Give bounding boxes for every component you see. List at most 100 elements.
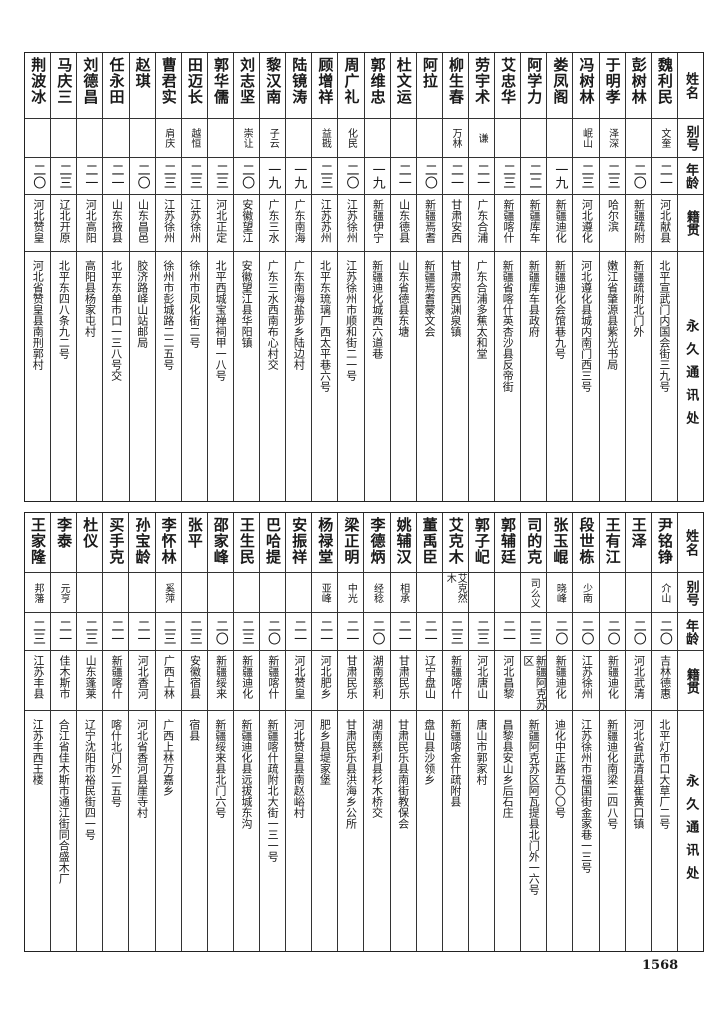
person-column: 黎汉南 子云 一九 广东三水 广东三水西南布心村交 xyxy=(259,53,286,501)
address-cell: 北平东单市口一三八号交 xyxy=(103,252,128,501)
person-column: 尹铭铮 介山 二〇 吉林德惠 北平灯市口大草厂二号 xyxy=(650,513,677,951)
native-place-cell: 吉林德惠 xyxy=(651,651,677,711)
alias-cell xyxy=(207,119,234,158)
native-place-cell: 甘肃安西 xyxy=(442,195,469,252)
age-cell-text: 一九 xyxy=(265,163,281,189)
age-cell-text: 二三 xyxy=(212,163,228,189)
name-cell: 买手克 xyxy=(103,513,129,573)
address-cell-text: 新疆迪化县远拔城东沟 xyxy=(240,719,253,829)
alias-cell xyxy=(181,573,207,613)
native-place-cell-text: 安徽宿县 xyxy=(188,655,202,699)
name-cell-text: 娄凤阁 xyxy=(551,57,570,105)
alias-cell-text: 益戡 xyxy=(319,128,331,148)
address-cell-text: 新疆焉耆蒙文会 xyxy=(422,260,436,337)
name-cell-text: 王生民 xyxy=(237,517,256,565)
native-place-cell: 甘肃民乐 xyxy=(390,651,416,711)
name-cell-text: 郭子屺 xyxy=(472,517,491,565)
address-cell-text: 迪化中正路五〇〇号 xyxy=(553,719,567,818)
address-cell: 广东南海盐步乡陆边村 xyxy=(286,252,311,501)
address-cell: 新疆省喀什英杏沙县反帝街 xyxy=(495,252,520,501)
address-cell-text: 甘肃民乐县南街教保会 xyxy=(396,719,410,829)
address-cell-text: 昌黎县安山乡后石庄 xyxy=(501,719,515,818)
name-cell-text: 柳生春 xyxy=(446,57,465,105)
name-cell: 李怀林 xyxy=(155,513,181,573)
name-cell-text: 王泽 xyxy=(629,517,648,549)
person-column: 周广礼 化民 二〇 江苏徐州 江苏徐州市顺和街二一号 xyxy=(337,53,364,501)
alias-cell: 越恒 xyxy=(181,119,207,158)
address-cell: 河北遵化县城内南门西三号 xyxy=(573,252,598,501)
name-cell: 顾增祥 xyxy=(312,53,338,119)
age-cell: 二三 xyxy=(181,158,207,195)
address-cell: 喀什北门外二五号 xyxy=(103,711,128,951)
address-cell-text: 高阳县杨家屯村 xyxy=(83,260,97,337)
age-cell-text: 二三 xyxy=(238,618,254,645)
person-column: 邵家峰 二〇 新疆绥来 新疆绥来县北门六号 xyxy=(206,513,233,951)
age-cell: 二一 xyxy=(651,158,677,195)
header-address-label: 永久通讯处 xyxy=(683,773,699,889)
name-cell-text: 张平 xyxy=(185,517,204,549)
age-cell: 一九 xyxy=(547,158,573,195)
name-cell-text: 魏利民 xyxy=(655,57,674,105)
name-cell-text: 巴哈提 xyxy=(264,517,283,565)
person-column: 任永田 二一 山东掖县 北平东单市口一三八号交 xyxy=(102,53,129,501)
native-place-cell: 河北唐山 xyxy=(468,651,494,711)
alias-cell xyxy=(77,573,103,613)
alias-cell-text: 少南 xyxy=(580,582,592,603)
name-cell-text: 黎汉南 xyxy=(264,57,283,105)
name-cell: 尹铭铮 xyxy=(651,513,677,573)
age-cell: 二〇 xyxy=(573,613,599,651)
address-cell-text: 新疆疏附北门外 xyxy=(631,260,645,337)
alias-cell xyxy=(599,573,625,613)
native-place-cell: 河北赞皇 xyxy=(25,195,51,252)
age-cell: 二〇 xyxy=(416,158,442,195)
person-column: 杜仪 二三 山东蓬莱 辽宁沈阳市裕民街四一号 xyxy=(76,513,103,951)
native-place-cell-text: 河北赞皇 xyxy=(292,655,306,699)
age-cell: 二一 xyxy=(51,613,77,651)
address-cell: 新疆喀什疏附北大街一三一号 xyxy=(260,711,285,951)
header-alias-label: 别号 xyxy=(683,125,699,151)
alias-cell-text: 肩庆 xyxy=(162,128,174,148)
age-cell: 二〇 xyxy=(599,613,625,651)
alias-cell: 元亨 xyxy=(51,573,77,613)
alias-cell: 化民 xyxy=(338,119,364,158)
age-cell-text: 二一 xyxy=(317,618,333,645)
alias-cell: 文奎 xyxy=(651,119,677,158)
name-cell-text: 马庆三 xyxy=(55,57,74,105)
native-place-cell: 江苏徐州 xyxy=(181,195,207,252)
name-cell: 郭华儒 xyxy=(207,53,234,119)
address-cell-text: 甘肃安西渊泉镇 xyxy=(449,260,463,337)
person-column: 梁正明 中光 二一 甘肃民乐 甘肃民乐县洪海乡公所 xyxy=(337,513,364,951)
header-address-label: 永久通讯处 xyxy=(683,319,699,434)
native-place-cell: 佳木斯市 xyxy=(51,651,77,711)
native-place-cell-text: 广东三水 xyxy=(267,199,281,243)
name-cell-text: 刘德昌 xyxy=(81,57,100,105)
native-place-cell-text: 辽宁盘山 xyxy=(423,655,437,699)
alias-cell-text: 越恒 xyxy=(188,128,200,148)
native-place-cell: 河北献县 xyxy=(651,195,677,252)
age-cell: 二三 xyxy=(24,613,51,651)
age-cell: 二〇 xyxy=(25,158,51,195)
age-cell-text: 二一 xyxy=(421,618,437,645)
person-column: 阿拉 二〇 新疆焉耆 新疆焉耆蒙文会 xyxy=(415,53,442,501)
age-cell-text: 二三 xyxy=(604,163,620,189)
header-column: 姓名 别号 年龄 籍贯 永久通讯处 xyxy=(676,53,703,501)
name-cell: 董禹臣 xyxy=(416,513,442,573)
native-place-cell: 新疆喀什 xyxy=(259,651,286,711)
name-cell-text: 买手克 xyxy=(107,517,126,565)
address-cell-text: 胶济路峄山站邮局 xyxy=(135,260,149,348)
native-place-cell-text: 新疆迪化 xyxy=(606,655,620,699)
alias-cell xyxy=(259,573,286,613)
native-place-cell: 新疆库车 xyxy=(521,195,547,252)
name-cell: 郭维忠 xyxy=(364,53,390,119)
alias-cell xyxy=(521,119,547,158)
native-place-cell-text: 山东德县 xyxy=(397,199,411,243)
roster-table-top: 姓名 别号 年龄 籍贯 永久通讯处 魏利民 文奎 二一 河北献县 北平宣武门内国会街三九号 彭树林二… xyxy=(24,52,704,502)
age-cell-text: 二一 xyxy=(291,618,307,645)
header-native-label: 籍贯 xyxy=(683,667,699,694)
person-column: 冯树林 岷山 二三 河北遵化 河北遵化县城内南门西三号 xyxy=(572,53,599,501)
address-cell-text: 安徽望江县华阳镇 xyxy=(240,260,254,348)
name-cell: 姚辅汉 xyxy=(390,513,416,573)
age-cell-text: 二三 xyxy=(447,618,463,645)
alias-cell: 肩庆 xyxy=(155,119,181,158)
name-cell: 邵家峰 xyxy=(207,513,233,573)
